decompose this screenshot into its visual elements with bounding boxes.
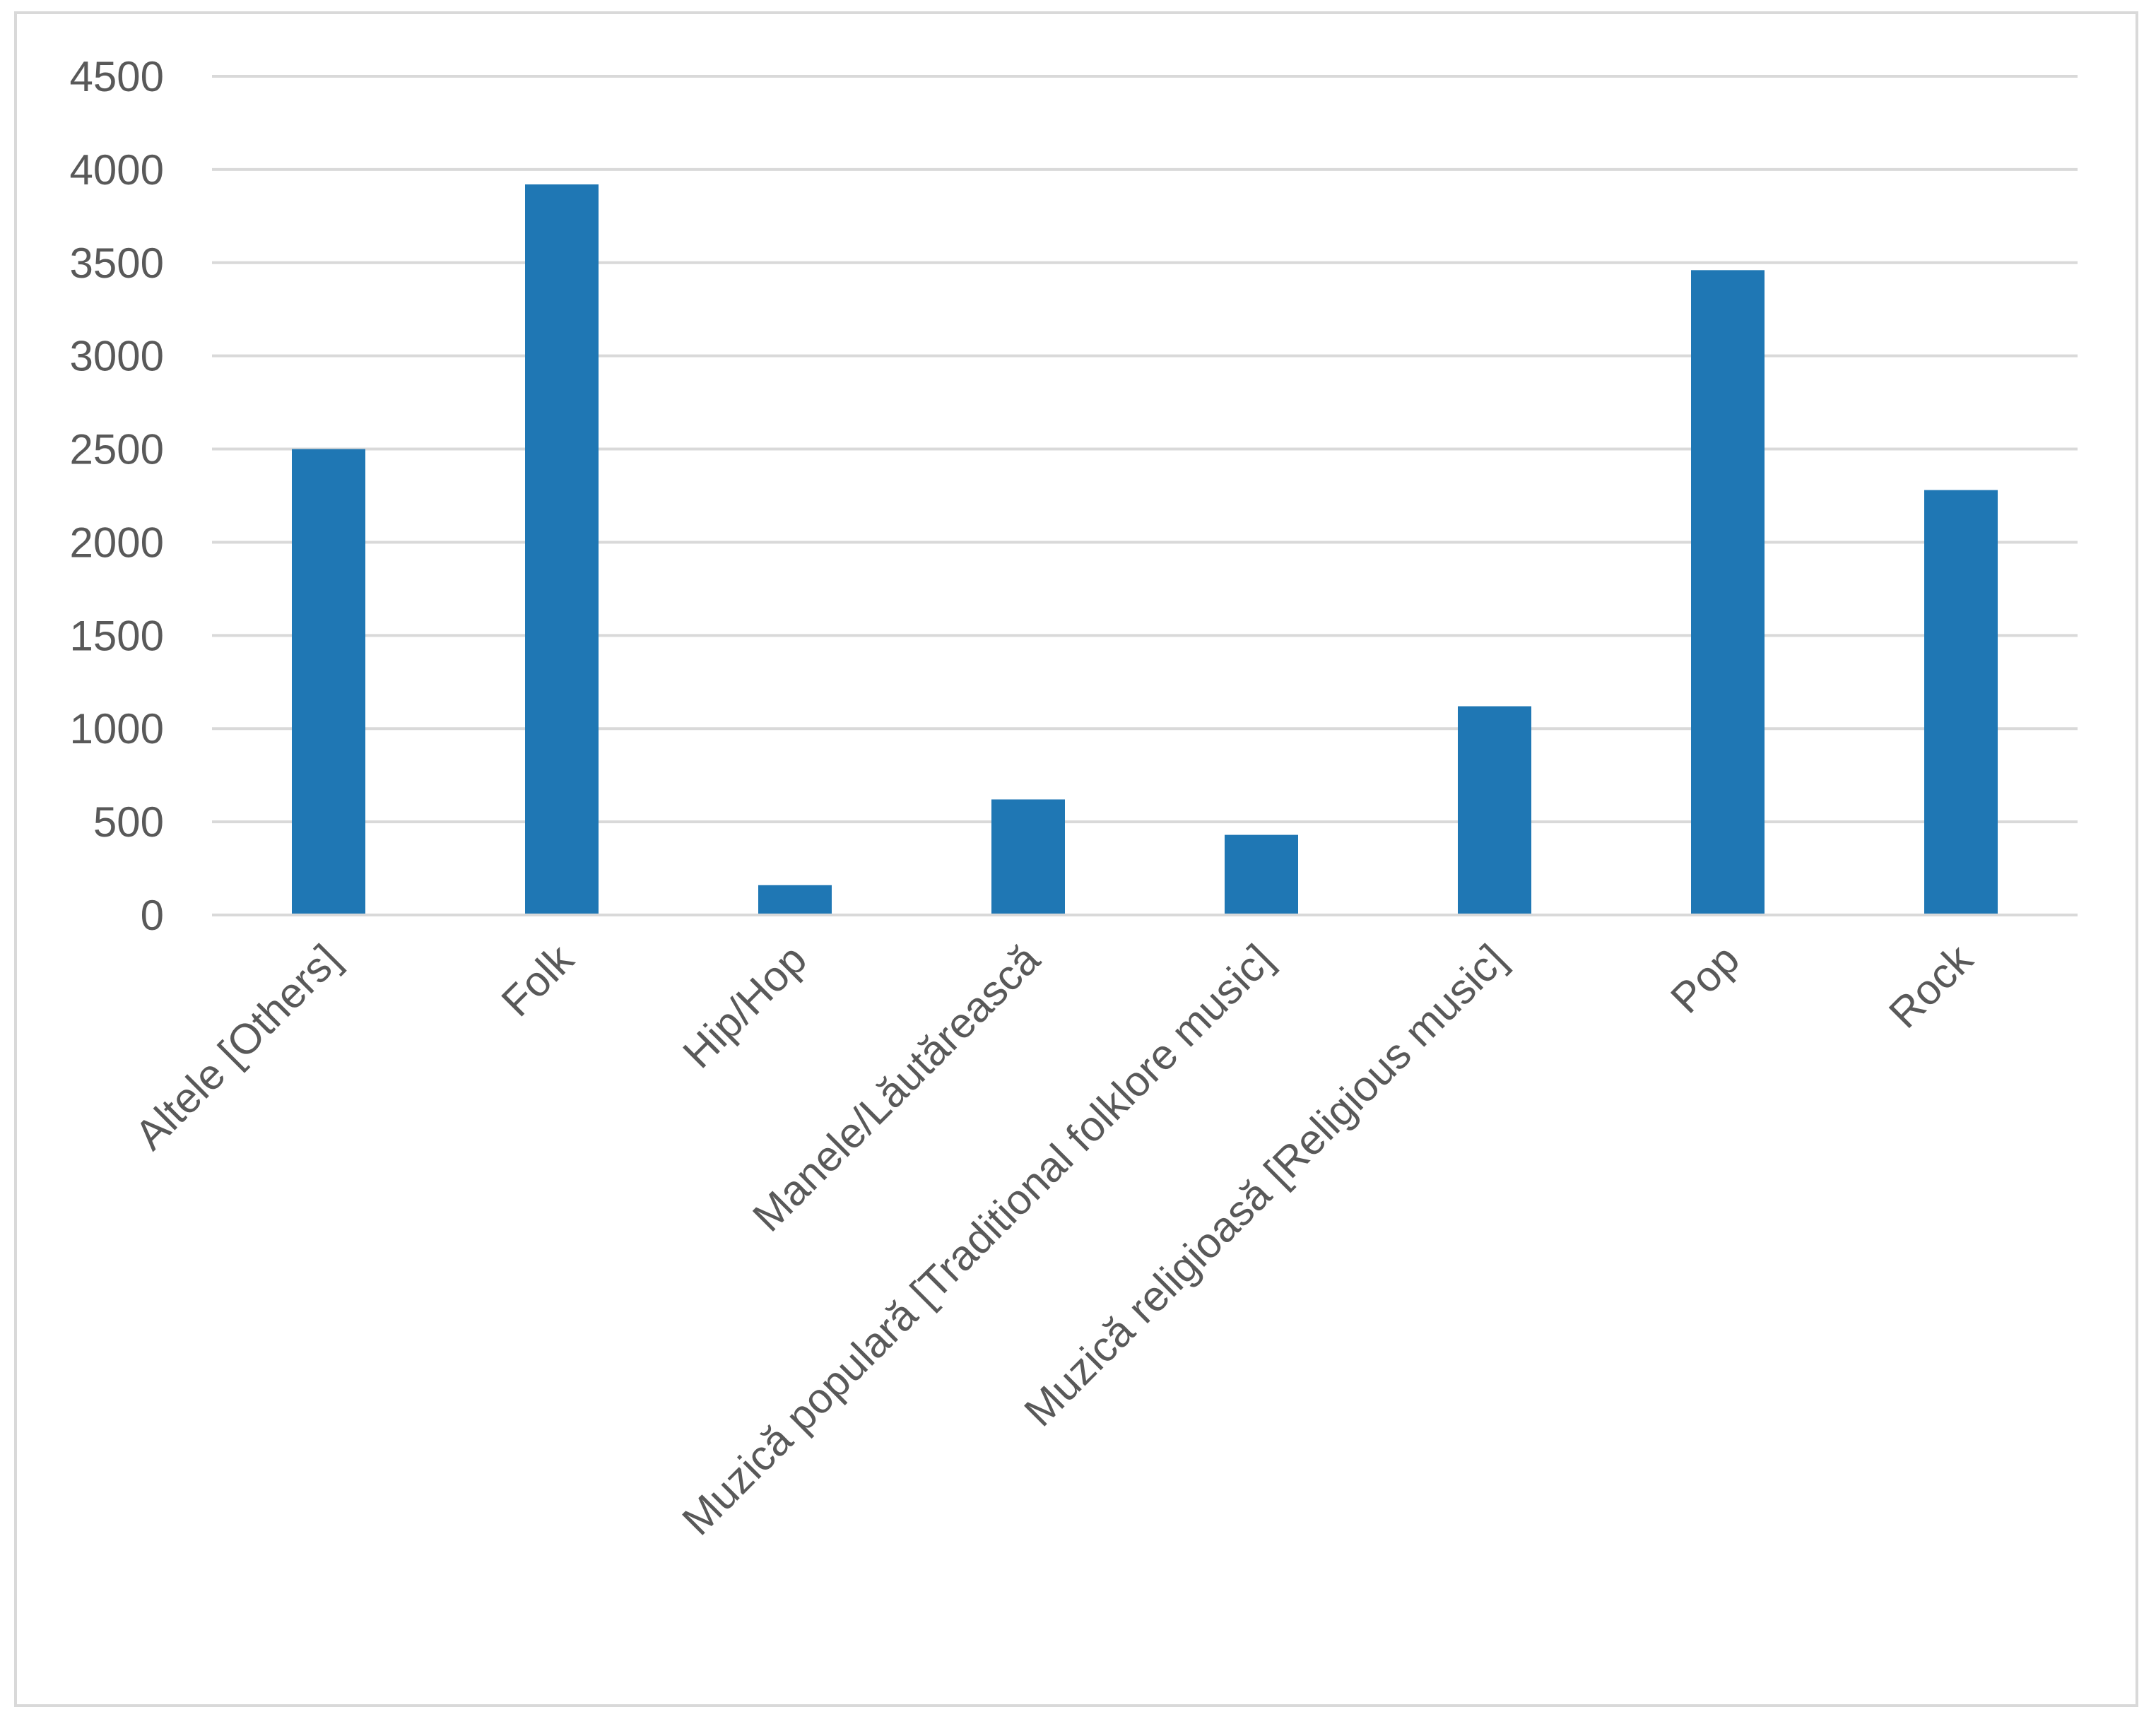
y-tick-label: 4000 [70,146,164,194]
y-tick-label: 3500 [70,240,164,287]
bar [292,449,365,915]
bar [1691,270,1765,916]
bar [991,799,1065,915]
y-tick-label: 2000 [70,519,164,566]
bar [758,885,832,915]
bar [1225,834,1298,915]
x-tick-label: Hip/Hop [674,935,816,1078]
x-tick-label: Altele [Others] [126,935,349,1159]
y-tick-label: 1500 [70,612,164,659]
x-tick-label: Rock [1880,935,1982,1037]
y-tick-label: 3000 [70,333,164,380]
bar [1458,706,1531,915]
x-tick-label: Folk [493,935,583,1025]
y-tick-label: 500 [93,798,164,846]
chart-frame [14,11,2138,1707]
x-tick-label: Muzică religioasă [Religious music] [1015,935,1516,1436]
bar [1924,490,1998,915]
y-tick-label: 0 [141,892,164,939]
y-tick-label: 4500 [70,53,164,100]
bar [525,184,599,916]
x-tick-label: Pop [1661,935,1748,1022]
y-tick-label: 1000 [70,705,164,752]
y-tick-label: 2500 [70,426,164,473]
